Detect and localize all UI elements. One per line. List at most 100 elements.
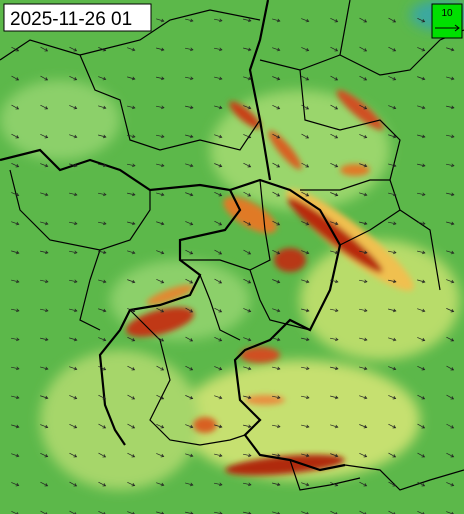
wind-arrow: [359, 163, 368, 168]
wind-arrow: [69, 134, 78, 139]
wind-arrow: [11, 308, 20, 313]
wind-arrow: [185, 221, 194, 226]
wind-arrow: [359, 308, 368, 313]
wind-arrow: [272, 482, 281, 487]
wind-arrow: [156, 221, 165, 226]
wind-arrow: [156, 18, 165, 23]
wind-arrow: [98, 192, 107, 197]
wind-arrow: [214, 307, 223, 313]
wind-arrow: [446, 308, 455, 313]
wind-arrow: [272, 191, 281, 197]
wind-arrow: [243, 162, 252, 168]
wind-arrow: [243, 47, 252, 52]
wind-arrow: [98, 163, 107, 168]
wind-arrow: [127, 482, 136, 487]
wind-arrow: [214, 395, 223, 400]
wind-arrow: [272, 18, 281, 23]
wind-arrow: [40, 279, 49, 284]
wind-arrow: [214, 366, 223, 371]
wind-arrow: [98, 47, 107, 52]
wind-arrow: [69, 221, 78, 226]
wind-arrow: [214, 18, 223, 23]
wind-arrow: [98, 337, 107, 342]
wind-arrow: [330, 162, 339, 168]
wind-arrow: [40, 366, 49, 371]
wind-arrow: [301, 191, 310, 197]
wind-arrow: [388, 134, 397, 139]
wind-arrow: [330, 453, 339, 458]
wind-arrow: [417, 394, 426, 400]
wind-arrow: [214, 249, 223, 255]
wind-arrow: [243, 105, 252, 110]
wind-arrow: [417, 250, 426, 255]
wind-arrow: [11, 482, 20, 487]
wind-arrow: [40, 250, 49, 255]
wind-arrow: [40, 510, 48, 514]
wind-arrow: [127, 192, 136, 197]
wind-arrow: [214, 424, 223, 429]
wind-arrow: [330, 337, 339, 342]
wind-arrow: [330, 279, 339, 284]
wind-arrow: [243, 18, 252, 23]
wind-arrow: [127, 76, 136, 81]
wind-arrow: [185, 395, 194, 400]
wind-arrow: [330, 104, 339, 110]
wind-arrow: [243, 191, 252, 197]
wind-arrow: [446, 192, 455, 197]
wind-arrow: [330, 366, 339, 371]
wind-arrow: [388, 76, 397, 81]
wind-arrow: [330, 17, 339, 23]
wind-arrow: [330, 424, 339, 429]
wind-arrow: [417, 163, 426, 168]
wind-arrow: [156, 423, 165, 429]
wind-arrow: [388, 250, 397, 255]
wind-arrow: [40, 481, 49, 487]
wind-arrow: [330, 510, 338, 514]
borders: [0, 0, 464, 491]
wind-arrow: [69, 395, 78, 400]
wind-arrow: [40, 192, 49, 197]
wind-arrow: [301, 221, 310, 226]
wind-arrow: [185, 336, 194, 342]
wind-arrow: [272, 249, 281, 255]
wind-arrow: [185, 18, 194, 23]
wind-arrow: [69, 75, 78, 81]
wind-arrow: [330, 192, 339, 197]
wind-arrow: [185, 482, 194, 487]
wind-arrow: [127, 221, 136, 226]
wind-arrow: [185, 249, 194, 255]
wind-arrow: [272, 279, 281, 284]
wind-arrow: [98, 279, 107, 284]
wind-arrow: [40, 163, 49, 168]
wind-arrow: [417, 481, 426, 487]
wind-arrow: [272, 366, 281, 371]
wind-arrow: [272, 76, 281, 81]
wind-arrow: [69, 423, 78, 429]
wind-arrow: [11, 279, 20, 284]
wind-arrow: [214, 220, 223, 226]
wind-arrow: [359, 337, 368, 342]
wind-arrow: [417, 337, 426, 342]
wind-arrow: [388, 221, 397, 226]
wind-arrow: [243, 134, 252, 139]
wind-arrow: [272, 47, 281, 52]
wind-arrow: [40, 221, 49, 226]
wind-arrow: [185, 47, 194, 52]
wind-arrow: [243, 482, 252, 487]
wind-arrow: [301, 47, 310, 52]
wind-arrow: [301, 453, 310, 458]
wind-arrow: [156, 453, 165, 458]
wind-arrow: [272, 337, 281, 342]
wind-arrow: [243, 453, 252, 458]
wind-arrow: [301, 133, 310, 139]
wind-arrow: [156, 250, 165, 255]
wind-arrow: [214, 453, 223, 458]
wind-arrow: [185, 163, 194, 168]
wind-arrow: [330, 250, 339, 255]
wind-arrow: [388, 423, 397, 429]
wind-arrow: [156, 192, 165, 197]
wind-scale-label: 10: [441, 8, 453, 19]
wind-arrow: [446, 365, 455, 371]
wind-arrow: [98, 394, 107, 400]
